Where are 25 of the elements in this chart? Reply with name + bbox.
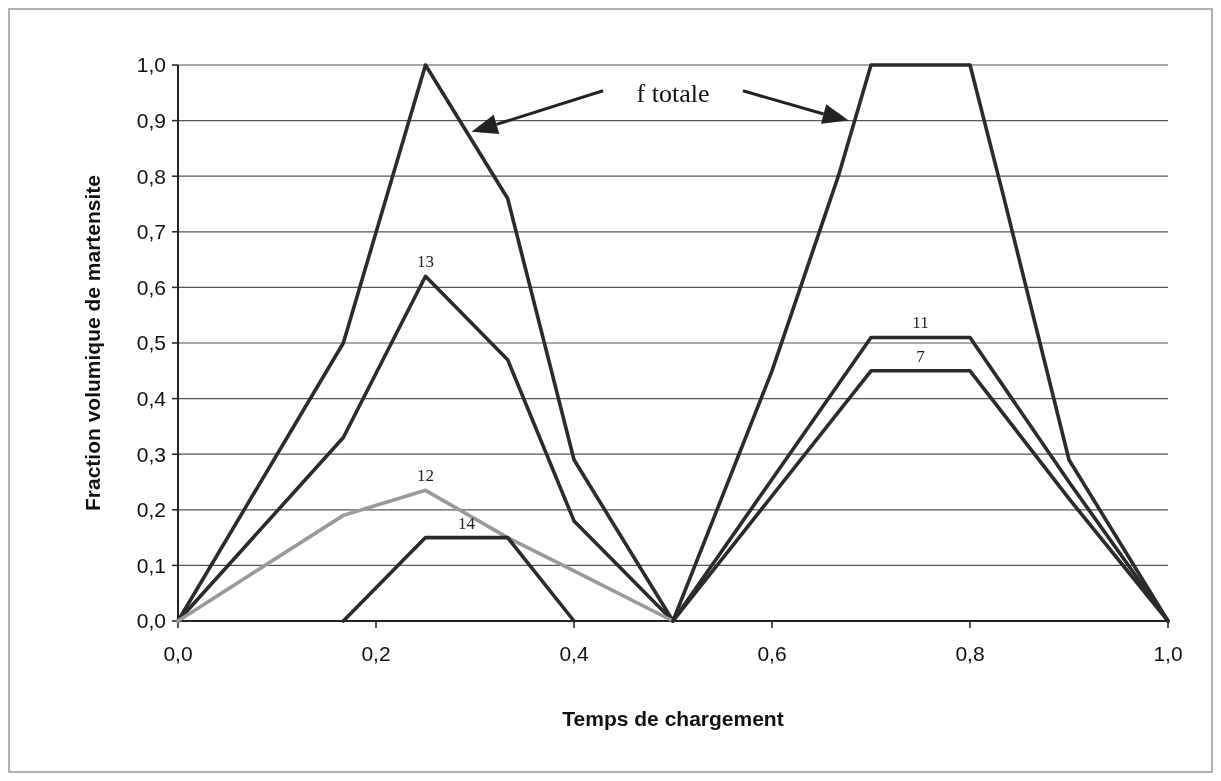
y-tick-label: 0,6 [136,275,166,299]
x-tick-label: 0,8 [955,642,985,665]
series-label: 12 [417,466,434,486]
y-tick-label: 0,3 [136,442,166,466]
y-tick-label: 0,2 [136,498,166,522]
x-tick-label: 1,0 [1153,642,1183,665]
y-tick-label: 0,5 [136,331,166,355]
series-label: 13 [417,252,434,272]
y-tick-label: 0,7 [136,220,166,244]
x-axis-title: Temps de chargement [562,707,784,730]
series-label: 14 [458,513,476,533]
y-tick-label: 0,8 [136,164,166,188]
y-tick-label: 0,9 [136,108,166,132]
series-label: 7 [916,346,926,366]
x-tick-label: 0,4 [559,642,589,665]
annotation: f totale [636,78,710,108]
series-label: 11 [912,313,929,333]
x-tick-label: 0,0 [163,642,193,665]
y-axis-title: Fraction volumique de martensite [81,174,104,512]
y-tick-label: 0,0 [136,609,166,633]
x-tick-label: 0,6 [757,642,787,665]
x-tick-label: 0,2 [361,642,391,665]
y-tick-label: 1,0 [136,53,166,77]
y-tick-label: 0,4 [136,386,167,410]
y-tick-label: 0,1 [136,553,166,577]
